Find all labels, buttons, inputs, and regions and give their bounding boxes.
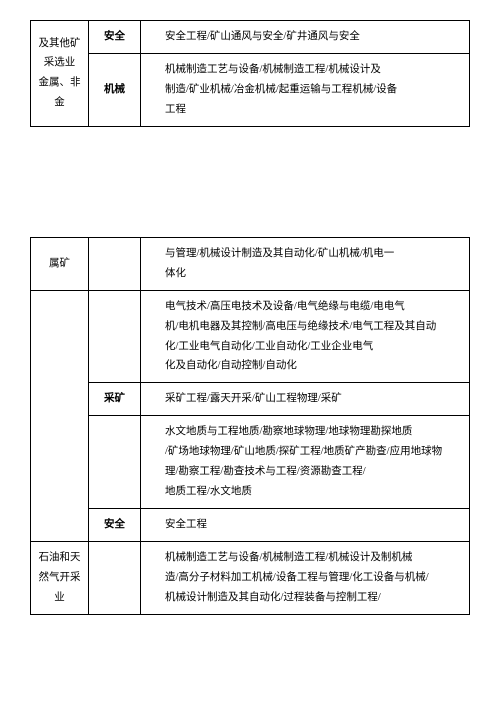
cell-subcat: 安全 <box>89 509 141 542</box>
cell-subcat: 安全 <box>89 21 141 54</box>
cell-detail: 采矿工程/露天开采/矿山工程物理/采矿 <box>141 383 470 416</box>
cell-detail: 机械制造工艺与设备/机械制造工程/机械设计及 制造/矿业机械/冶金机械/起重运输… <box>141 53 470 126</box>
cell-subcat <box>89 416 141 509</box>
table-row: 属矿 与管理/机械设计制造及其自动化/矿山机械/机电一 体化 <box>31 237 470 290</box>
cell-category <box>31 290 89 541</box>
table-row: 水文地质与工程地质/勘察地球物理/地球物理勘探地质 /矿场地球物理/矿山地质/探… <box>31 416 470 509</box>
table-part1: 及其他矿采选业 金属、非金 安全 安全工程/矿山通风与安全/矿井通风与安全 机械… <box>30 20 470 127</box>
table-row: 电气技术/高压电技术及设备/电气绝缘与电缆/电电气 机/电机电器及其控制/高电压… <box>31 290 470 383</box>
cell-category: 石油和天然气开采业 <box>31 542 89 615</box>
cell-subcat <box>89 237 141 290</box>
cell-detail: 安全工程 <box>141 509 470 542</box>
cell-detail: 机械制造工艺与设备/机械制造工程/机械设计及制机械 造/高分子材料加工机械/设备… <box>141 542 470 615</box>
cell-category: 属矿 <box>31 237 89 290</box>
table-row: 安全 安全工程 <box>31 509 470 542</box>
table-row: 采矿 采矿工程/露天开采/矿山工程物理/采矿 <box>31 383 470 416</box>
cell-detail: 电气技术/高压电技术及设备/电气绝缘与电缆/电电气 机/电机电器及其控制/高电压… <box>141 290 470 383</box>
table-row: 机械 机械制造工艺与设备/机械制造工程/机械设计及 制造/矿业机械/冶金机械/起… <box>31 53 470 126</box>
table-row: 石油和天然气开采业 机械制造工艺与设备/机械制造工程/机械设计及制机械 造/高分… <box>31 542 470 615</box>
cell-detail: 安全工程/矿山通风与安全/矿井通风与安全 <box>141 21 470 54</box>
cell-category: 及其他矿采选业 金属、非金 <box>31 21 89 127</box>
cell-detail: 水文地质与工程地质/勘察地球物理/地球物理勘探地质 /矿场地球物理/矿山地质/探… <box>141 416 470 509</box>
table-row: 及其他矿采选业 金属、非金 安全 安全工程/矿山通风与安全/矿井通风与安全 <box>31 21 470 54</box>
cell-subcat <box>89 542 141 615</box>
table-part2: 属矿 与管理/机械设计制造及其自动化/矿山机械/机电一 体化 电气技术/高压电技… <box>30 237 470 615</box>
cell-subcat: 采矿 <box>89 383 141 416</box>
page-gap <box>30 127 470 237</box>
cell-subcat: 机械 <box>89 53 141 126</box>
cell-detail: 与管理/机械设计制造及其自动化/矿山机械/机电一 体化 <box>141 237 470 290</box>
cell-subcat <box>89 290 141 383</box>
